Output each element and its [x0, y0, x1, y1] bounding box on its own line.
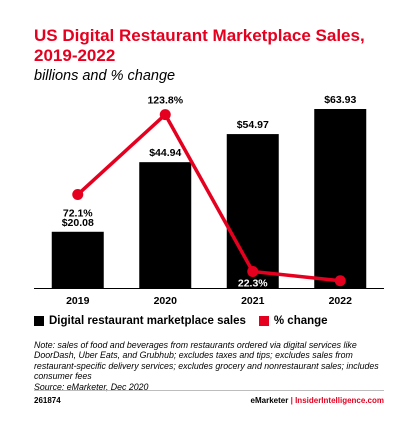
- line-label-2020: 123.8%: [147, 95, 183, 107]
- line-point-2022: [334, 275, 346, 287]
- bar-2022: [314, 108, 367, 288]
- bar-2021: [226, 134, 279, 288]
- line-label-2022: 16.3%: [325, 287, 355, 299]
- legend-label-sales: Digital restaurant marketplace sales: [49, 315, 246, 327]
- bar-label-2021: $54.97: [237, 119, 269, 131]
- chart-subtitle: billions and % change: [34, 68, 176, 84]
- line-point-2020: [159, 109, 171, 121]
- line-series-change: [76, 112, 341, 283]
- bar-label-2019: $20.08: [62, 217, 94, 229]
- footer-divider: [34, 390, 384, 391]
- line-label-2019: 72.1%: [63, 208, 93, 220]
- line-point-2021: [247, 266, 259, 278]
- x-tick-label-2021: 2021: [241, 295, 265, 307]
- chart-title-line-2: 2019-2022: [34, 46, 116, 65]
- line-point-2019: [72, 189, 84, 201]
- chart-legend: Digital restaurant marketplace sales % c…: [34, 315, 341, 327]
- bar-2019: [51, 231, 104, 288]
- brand-site: InsiderIntelligence.com: [295, 396, 384, 405]
- chart-note-block: Note: sales of food and beverages from r…: [34, 340, 380, 392]
- bar-label-2022: $63.93: [324, 94, 356, 106]
- chart-note: Note: sales of food and beverages from r…: [34, 340, 379, 382]
- bar-label-2020: $44.94: [149, 147, 181, 159]
- footer-brand: eMarketer | InsiderIntelligence.com: [251, 396, 384, 405]
- x-tick-label-2019: 2019: [66, 295, 90, 307]
- legend-swatch-sales: [34, 316, 44, 326]
- legend-label-change: % change: [273, 315, 328, 327]
- brand-name: eMarketer: [250, 396, 289, 405]
- chart-id: 261874: [34, 396, 61, 405]
- x-tick-label-2022: 2022: [329, 295, 353, 307]
- brand-separator: |: [290, 396, 293, 405]
- bar-2020: [139, 162, 192, 288]
- legend-item-sales: Digital restaurant marketplace sales: [34, 315, 246, 327]
- chart-title-line-1: US Digital Restaurant Marketplace Sales,: [34, 26, 365, 45]
- chart-source: Source: eMarketer, Dec 2020: [34, 381, 149, 392]
- line-label-2021: 22.3%: [238, 278, 268, 290]
- x-tick-label-2020: 2020: [154, 295, 178, 307]
- legend-swatch-change: [258, 316, 269, 326]
- legend-item-change: % change: [258, 315, 328, 327]
- chart-title: US Digital Restaurant Marketplace Sales,…: [34, 26, 394, 66]
